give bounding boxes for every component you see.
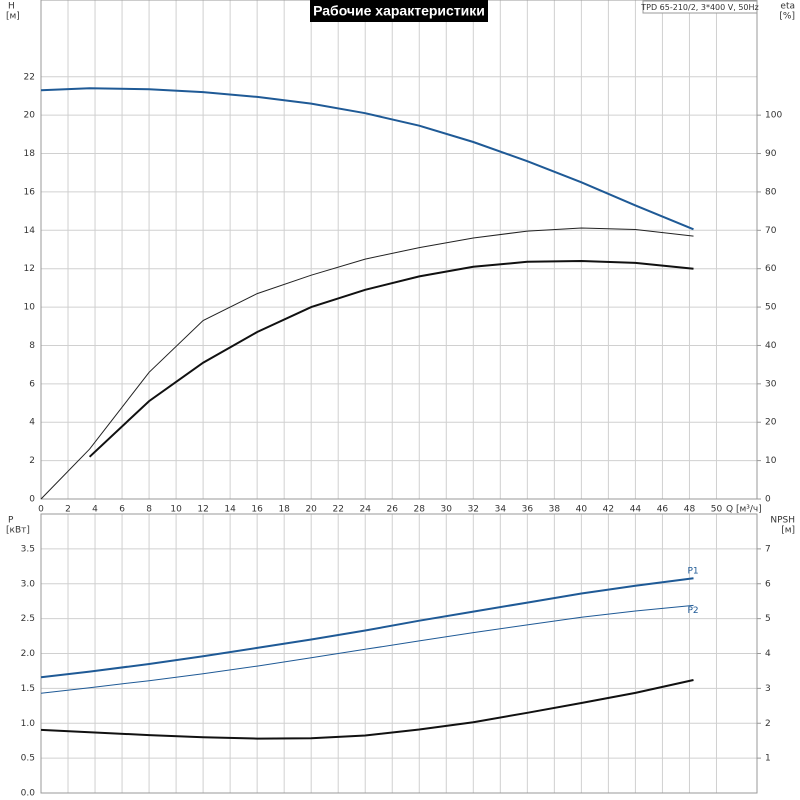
x-tick-label: 38 [549,505,561,515]
x-tick-label: 48 [684,505,696,515]
x-tick-label: 34 [495,505,507,515]
x-tick-label: 40 [576,505,588,515]
y-tick-label: 20 [24,111,36,121]
y-tick-label: 2.0 [21,649,36,659]
y-tick-label: 3.0 [21,579,36,589]
title-box: Рабочие характеристики [310,0,488,22]
y2-tick-label: 6 [765,579,771,589]
y2-tick-label: 60 [765,264,777,274]
curve [40,604,694,694]
y2-axis-unit: [%] [779,12,795,22]
x-tick-label: 32 [468,505,479,515]
y-tick-label: 0.5 [21,754,35,764]
y-tick-label: 0.0 [21,789,36,799]
y2-tick-label: 3 [765,684,771,694]
x-tick-label: 16 [251,505,263,515]
y-axis-unit: [м] [6,12,20,22]
x-tick-label: 36 [522,505,534,515]
y-tick-label: 14 [24,226,36,236]
y2-tick-label: 50 [765,303,777,313]
y-tick-label: 1.5 [21,684,35,694]
curve-label: P1 [688,567,699,577]
curve [40,227,694,500]
y-tick-label: 0 [29,495,35,505]
x-tick-label: 44 [630,505,642,515]
x-tick-label: 26 [387,505,399,515]
title-background [310,0,488,22]
y2-tick-label: 1 [765,754,771,764]
x-tick-label: 42 [603,505,614,515]
y2-tick-label: 20 [765,418,777,428]
y-tick-label: 1.0 [21,719,36,729]
x-tick-label: 14 [224,505,236,515]
y2-axis-unit: [м] [781,526,795,536]
x-tick-label: 24 [359,505,371,515]
x-tick-label: 4 [92,505,98,515]
x-tick-label: 50 [711,505,723,515]
y-tick-label: 3.5 [21,544,35,554]
y-tick-label: 10 [24,303,36,313]
x-tick-label: 20 [305,505,317,515]
y2-tick-label: 10 [765,456,777,466]
curve [88,259,694,458]
x-axis-label: Q [м³/ч] [726,505,762,515]
y2-tick-label: 100 [765,111,782,121]
x-tick-label: 10 [170,505,182,515]
y2-axis-label: NPSH [770,516,795,526]
x-tick-label: 28 [414,505,426,515]
y-axis-label: P [8,516,14,526]
y2-tick-label: 80 [765,187,777,197]
plot-frame [40,513,758,794]
y-tick-label: 22 [24,72,35,82]
y-tick-label: 4 [29,418,35,428]
y-tick-label: 6 [29,379,35,389]
y2-tick-label: 5 [765,614,771,624]
x-tick-label: 8 [146,505,152,515]
plot-area [41,0,757,499]
x-tick-label: 0 [38,505,44,515]
y-tick-label: 8 [29,341,35,351]
curve [40,679,694,740]
y2-tick-label: 40 [765,341,777,351]
y2-tick-label: 7 [765,544,771,554]
y-tick-label: 2.5 [21,614,35,624]
x-tick-label: 6 [119,505,125,515]
curve-label: P2 [688,606,699,616]
y-tick-label: 18 [24,149,36,159]
y-tick-label: 12 [24,264,35,274]
x-tick-label: 22 [332,505,343,515]
curve [40,577,694,679]
y2-tick-label: 70 [765,226,777,236]
x-tick-label: 30 [441,505,453,515]
y2-tick-label: 0 [765,495,771,505]
curve [40,87,694,231]
y-tick-label: 16 [24,187,36,197]
x-tick-label: 46 [657,505,669,515]
y-axis-unit: [кВт] [6,526,30,536]
x-tick-label: 12 [197,505,208,515]
chart-title: Рабочие характеристики [313,3,485,19]
x-tick-label: 18 [278,505,290,515]
chart-subtitle: TPD 65-210/2, 3*400 V, 50Hz [640,3,758,12]
y2-axis-label: eta [780,2,795,12]
subtitle-box [642,0,758,14]
x-tick-label: 2 [65,505,71,515]
y2-tick-label: 30 [765,379,777,389]
y-axis-label: H [8,2,15,12]
y2-tick-label: 2 [765,719,771,729]
y2-tick-label: 4 [765,649,771,659]
y-tick-label: 2 [29,456,35,466]
y2-tick-label: 90 [765,149,777,159]
plot-frame [40,0,758,500]
